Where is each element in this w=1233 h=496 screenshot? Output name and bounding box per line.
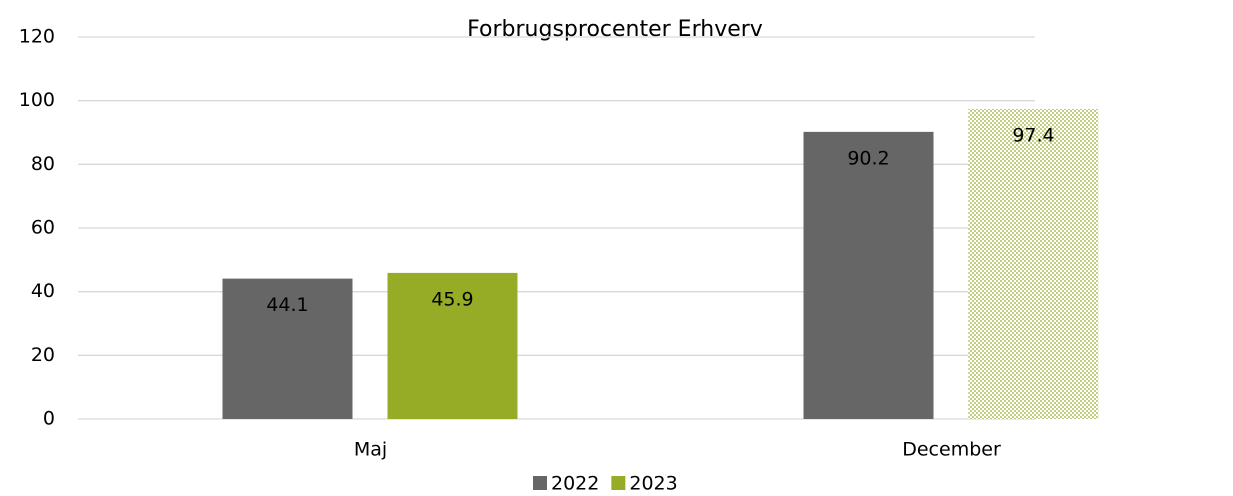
legend-label: 2022 bbox=[551, 473, 599, 495]
y-tick-label: 40 bbox=[31, 280, 55, 302]
data-label: 97.4 bbox=[1012, 124, 1054, 146]
y-tick-label: 0 bbox=[43, 408, 55, 430]
data-label: 44.1 bbox=[266, 294, 308, 316]
chart-title: Forbrugsprocenter Erhverv bbox=[467, 17, 763, 42]
bar bbox=[387, 272, 518, 419]
y-tick-label: 120 bbox=[19, 26, 55, 48]
bar bbox=[803, 131, 934, 419]
legend-label: 2023 bbox=[629, 473, 677, 495]
bar bbox=[222, 278, 353, 419]
y-tick-label: 20 bbox=[31, 344, 55, 366]
y-tick-label: 100 bbox=[19, 89, 55, 111]
legend-swatch bbox=[533, 476, 547, 490]
y-tick-label: 60 bbox=[31, 217, 55, 239]
data-label: 90.2 bbox=[847, 147, 889, 169]
x-tick-label: Maj bbox=[354, 439, 387, 461]
x-tick-label: December bbox=[902, 439, 1001, 461]
legend-swatch bbox=[611, 476, 626, 490]
y-tick-label: 80 bbox=[31, 153, 55, 175]
bar bbox=[968, 108, 1099, 420]
data-label: 45.9 bbox=[431, 288, 473, 310]
